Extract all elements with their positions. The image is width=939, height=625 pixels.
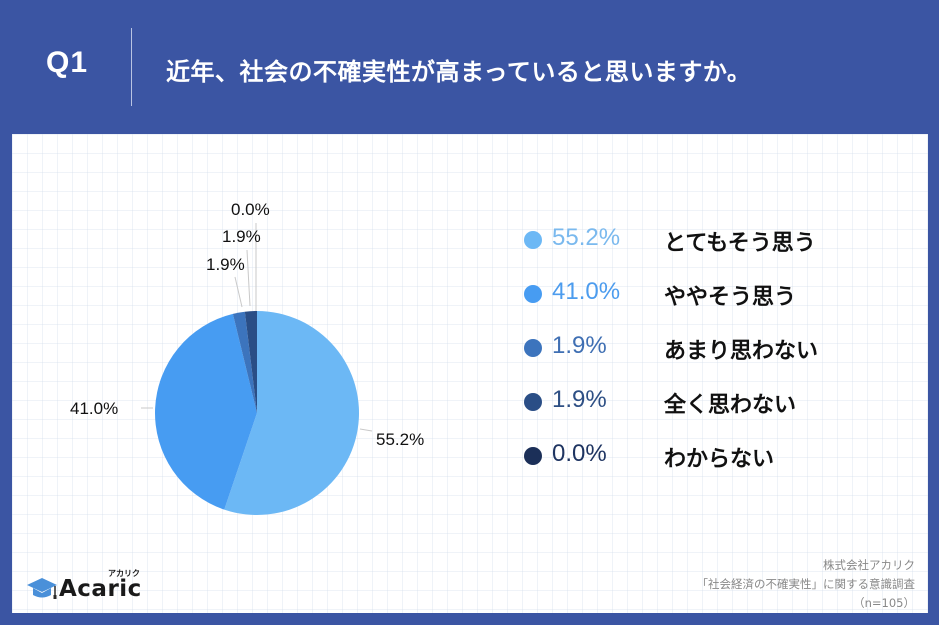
source-sample-size: （n=105） — [853, 596, 915, 610]
logo-kana: アカリク — [108, 569, 140, 578]
question-header: Q1 近年、社会の不確実性が高まっていると思いますか。 — [0, 0, 939, 133]
legend-label: 全く思わない — [664, 393, 797, 418]
pie-label-not-much: 1.9% — [206, 255, 245, 274]
legend-item-not-much: 1.9% あまり思わない — [512, 332, 852, 364]
legend-dot-icon — [524, 285, 542, 303]
pie-slices — [155, 311, 360, 516]
graduation-cap-icon — [27, 578, 57, 599]
legend-percent: 41.0% — [552, 278, 621, 305]
pie-slice — [155, 313, 257, 510]
question-number: Q1 — [46, 46, 89, 79]
legend-percent: 1.9% — [552, 332, 607, 359]
pie-slice — [224, 311, 360, 516]
legend-item-not-at-all: 1.9% 全く思わない — [512, 386, 852, 418]
question-title: 近年、社会の不確実性が高まっていると思いますか。 — [166, 58, 752, 86]
pie-slice — [244, 311, 257, 413]
pie-label-not-at-all: 1.9% — [222, 227, 261, 246]
header-divider — [131, 28, 132, 106]
leader-line-1-9-b — [246, 249, 251, 307]
legend-dot-icon — [524, 339, 542, 357]
source-note: 株式会社アカリク 「社会経済の不確実性」に関する意識調査 （n=105） — [697, 556, 916, 613]
legend-item-very-much: 55.2% とてもそう思う — [512, 224, 852, 256]
legend-dot-icon — [524, 447, 542, 465]
leader-line-55 — [359, 428, 373, 432]
leader-lines — [141, 223, 373, 432]
leader-line-1-9-a — [234, 276, 243, 308]
legend-percent: 1.9% — [552, 386, 607, 413]
acaric-logo: Acaric アカリク — [26, 568, 156, 604]
legend-dot-icon — [524, 231, 542, 249]
legend-label: わからない — [664, 447, 775, 472]
pie-slice — [232, 311, 257, 413]
logo-wordmark: Acaric — [59, 576, 142, 602]
source-company: 株式会社アカリク — [823, 558, 915, 572]
pie-label-very-much: 55.2% — [376, 430, 425, 449]
legend-dot-icon — [524, 393, 542, 411]
pie-label-dont-know: 0.0% — [231, 200, 270, 219]
legend-label: あまり思わない — [664, 339, 819, 364]
legend-label: とてもそう思う — [664, 231, 816, 256]
legend-percent: 0.0% — [552, 440, 607, 467]
pie-label-somewhat: 41.0% — [70, 399, 119, 418]
source-survey: 「社会経済の不確実性」に関する意識調査 — [696, 577, 916, 591]
legend-item-somewhat: 41.0% ややそう思う — [512, 278, 852, 310]
legend-percent: 55.2% — [552, 224, 621, 251]
legend-item-dont-know: 0.0% わからない — [512, 440, 852, 472]
legend-label: ややそう思う — [664, 285, 797, 310]
